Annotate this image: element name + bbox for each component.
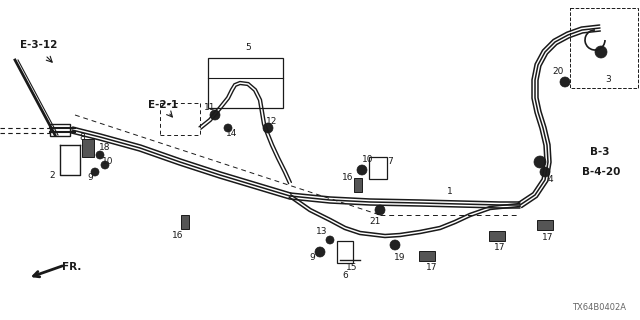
Circle shape bbox=[315, 247, 325, 257]
Circle shape bbox=[326, 236, 334, 244]
Text: 3: 3 bbox=[605, 76, 611, 84]
Text: 6: 6 bbox=[342, 270, 348, 279]
Text: 15: 15 bbox=[346, 263, 358, 273]
Text: 11: 11 bbox=[204, 103, 216, 113]
Text: E-3-12: E-3-12 bbox=[20, 40, 58, 50]
Text: 18: 18 bbox=[99, 143, 111, 153]
Text: TX64B0402A: TX64B0402A bbox=[572, 303, 626, 312]
Text: 9: 9 bbox=[309, 253, 315, 262]
Text: 19: 19 bbox=[394, 253, 406, 262]
Text: 13: 13 bbox=[316, 228, 328, 236]
Circle shape bbox=[357, 165, 367, 175]
Text: B-4-20: B-4-20 bbox=[582, 167, 620, 177]
Text: 21: 21 bbox=[369, 218, 381, 227]
Text: 10: 10 bbox=[362, 156, 374, 164]
Circle shape bbox=[560, 77, 570, 87]
Bar bbox=[419, 251, 435, 261]
Text: 1: 1 bbox=[447, 188, 453, 196]
Text: 17: 17 bbox=[542, 234, 554, 243]
Text: 5: 5 bbox=[245, 44, 251, 52]
Text: 17: 17 bbox=[426, 263, 438, 273]
Circle shape bbox=[390, 240, 400, 250]
Bar bbox=[181, 215, 189, 229]
Text: 20: 20 bbox=[552, 68, 564, 76]
Text: 12: 12 bbox=[266, 117, 278, 126]
Text: 10: 10 bbox=[102, 157, 114, 166]
Text: 16: 16 bbox=[342, 173, 354, 182]
Circle shape bbox=[224, 124, 232, 132]
Circle shape bbox=[101, 161, 109, 169]
Text: E-2-1: E-2-1 bbox=[148, 100, 178, 110]
Text: 7: 7 bbox=[387, 157, 393, 166]
Bar bbox=[337, 241, 353, 263]
Bar bbox=[570, 8, 638, 88]
Text: B-3: B-3 bbox=[590, 147, 609, 157]
Bar bbox=[50, 124, 70, 136]
Circle shape bbox=[534, 156, 546, 168]
Circle shape bbox=[375, 205, 385, 215]
Circle shape bbox=[540, 167, 550, 177]
Text: 9: 9 bbox=[87, 173, 93, 182]
Bar bbox=[82, 139, 94, 157]
Text: 8: 8 bbox=[79, 133, 85, 142]
Bar bbox=[537, 220, 553, 230]
Text: FR.: FR. bbox=[62, 262, 81, 272]
Circle shape bbox=[210, 110, 220, 120]
Text: 4: 4 bbox=[547, 175, 553, 185]
Circle shape bbox=[595, 46, 607, 58]
Text: 14: 14 bbox=[227, 130, 237, 139]
Circle shape bbox=[91, 168, 99, 176]
Text: 17: 17 bbox=[494, 244, 506, 252]
Bar bbox=[208, 58, 283, 108]
Bar bbox=[369, 157, 387, 179]
Circle shape bbox=[263, 123, 273, 133]
Text: 2: 2 bbox=[49, 171, 55, 180]
Bar bbox=[354, 178, 362, 192]
Bar bbox=[489, 231, 505, 241]
Circle shape bbox=[96, 151, 104, 159]
Text: 16: 16 bbox=[172, 230, 184, 239]
